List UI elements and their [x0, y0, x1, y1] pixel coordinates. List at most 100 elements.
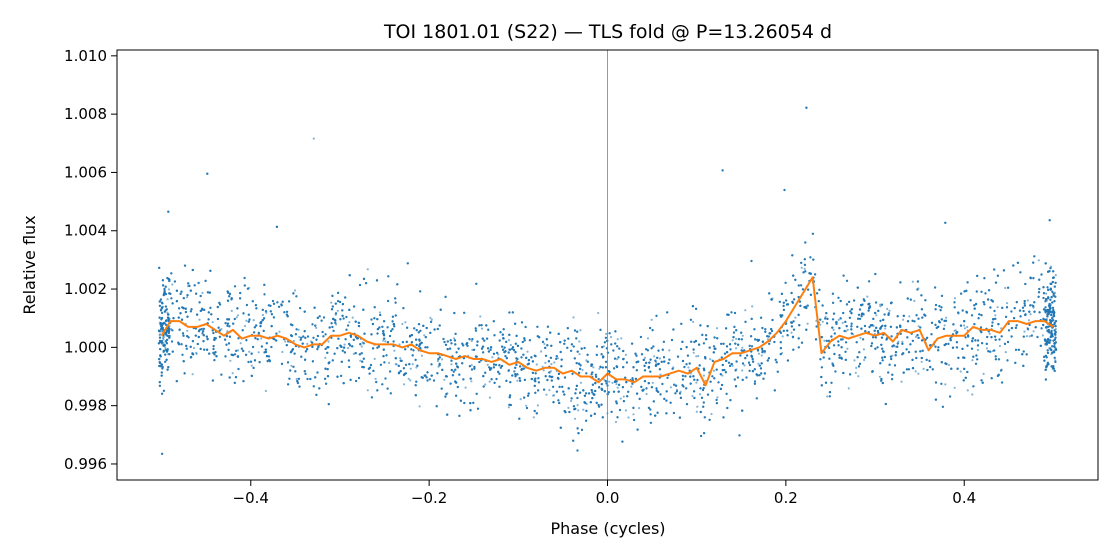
data-point — [760, 354, 763, 357]
data-point — [488, 380, 491, 383]
data-point — [959, 370, 962, 373]
data-point — [757, 352, 761, 355]
data-point — [741, 346, 744, 349]
data-point — [914, 335, 918, 338]
data-point — [917, 372, 920, 375]
data-point — [859, 336, 862, 339]
data-point — [582, 408, 585, 411]
data-point — [751, 305, 754, 308]
data-point — [436, 359, 439, 363]
data-point — [659, 373, 662, 376]
data-point — [976, 348, 980, 352]
data-point — [573, 417, 577, 420]
data-point — [735, 337, 738, 340]
data-point — [507, 406, 510, 409]
data-point — [630, 385, 633, 388]
data-point — [229, 359, 232, 362]
data-point — [343, 343, 346, 346]
data-point — [837, 318, 840, 321]
data-point — [513, 370, 516, 373]
data-point — [731, 339, 734, 342]
data-point — [186, 296, 189, 299]
data-point — [252, 319, 255, 322]
data-point — [544, 361, 547, 364]
data-point — [963, 324, 966, 327]
data-point — [947, 363, 951, 367]
data-point — [597, 311, 600, 315]
data-point — [491, 356, 494, 359]
data-point — [290, 364, 293, 367]
data-point — [627, 416, 630, 419]
data-point — [211, 321, 214, 324]
data-point — [669, 386, 673, 389]
data-point — [526, 350, 529, 353]
data-point — [943, 324, 946, 327]
data-point — [162, 338, 165, 341]
data-point — [1037, 259, 1040, 262]
data-point — [824, 315, 827, 318]
data-point — [509, 343, 512, 347]
data-point — [632, 413, 635, 416]
data-point — [298, 335, 301, 338]
data-point — [186, 329, 189, 332]
data-point — [398, 343, 401, 346]
data-point — [541, 365, 544, 368]
data-point — [1004, 351, 1007, 354]
data-point — [264, 389, 267, 393]
data-point — [692, 351, 695, 354]
data-point — [875, 314, 878, 317]
data-point — [712, 369, 716, 372]
data-point — [879, 305, 882, 308]
data-point — [645, 392, 648, 396]
data-point — [996, 306, 999, 309]
data-point — [638, 407, 641, 410]
data-point — [731, 364, 734, 367]
data-point — [306, 342, 309, 345]
data-point — [430, 318, 433, 321]
data-point — [516, 379, 519, 382]
data-point — [855, 366, 858, 369]
data-point — [900, 380, 903, 383]
data-point — [598, 367, 601, 370]
data-point — [230, 309, 233, 312]
data-point — [384, 340, 387, 343]
data-point — [192, 346, 196, 350]
data-point — [226, 330, 229, 333]
data-point — [278, 330, 281, 333]
data-point — [429, 316, 432, 319]
data-point — [668, 349, 671, 352]
data-point — [160, 330, 163, 333]
data-point — [651, 381, 654, 384]
data-point — [284, 340, 287, 343]
data-point — [920, 360, 923, 363]
data-point — [605, 332, 608, 335]
chart-title: TOI 1801.01 (S22) — TLS fold @ P=13.2605… — [383, 21, 832, 43]
data-point — [403, 383, 406, 386]
data-point — [953, 297, 957, 300]
scatter-points — [157, 106, 1058, 455]
data-point — [878, 375, 882, 378]
data-point — [611, 381, 614, 384]
data-point — [908, 315, 911, 318]
data-point — [847, 387, 850, 390]
data-point — [616, 358, 619, 361]
data-point — [281, 350, 284, 354]
data-point — [691, 394, 694, 398]
data-point — [292, 339, 295, 343]
data-point — [507, 339, 511, 342]
data-point — [411, 363, 414, 366]
data-point — [922, 367, 925, 370]
data-point — [480, 327, 484, 330]
data-point — [945, 316, 948, 319]
data-point — [540, 350, 543, 353]
data-point — [609, 336, 613, 339]
data-point — [1054, 274, 1057, 277]
data-point — [237, 349, 240, 352]
data-point — [619, 397, 622, 400]
data-point — [236, 314, 240, 317]
data-point — [409, 367, 412, 370]
data-point — [235, 316, 238, 319]
data-point — [576, 404, 579, 407]
data-point — [826, 395, 829, 398]
data-point — [696, 405, 699, 408]
